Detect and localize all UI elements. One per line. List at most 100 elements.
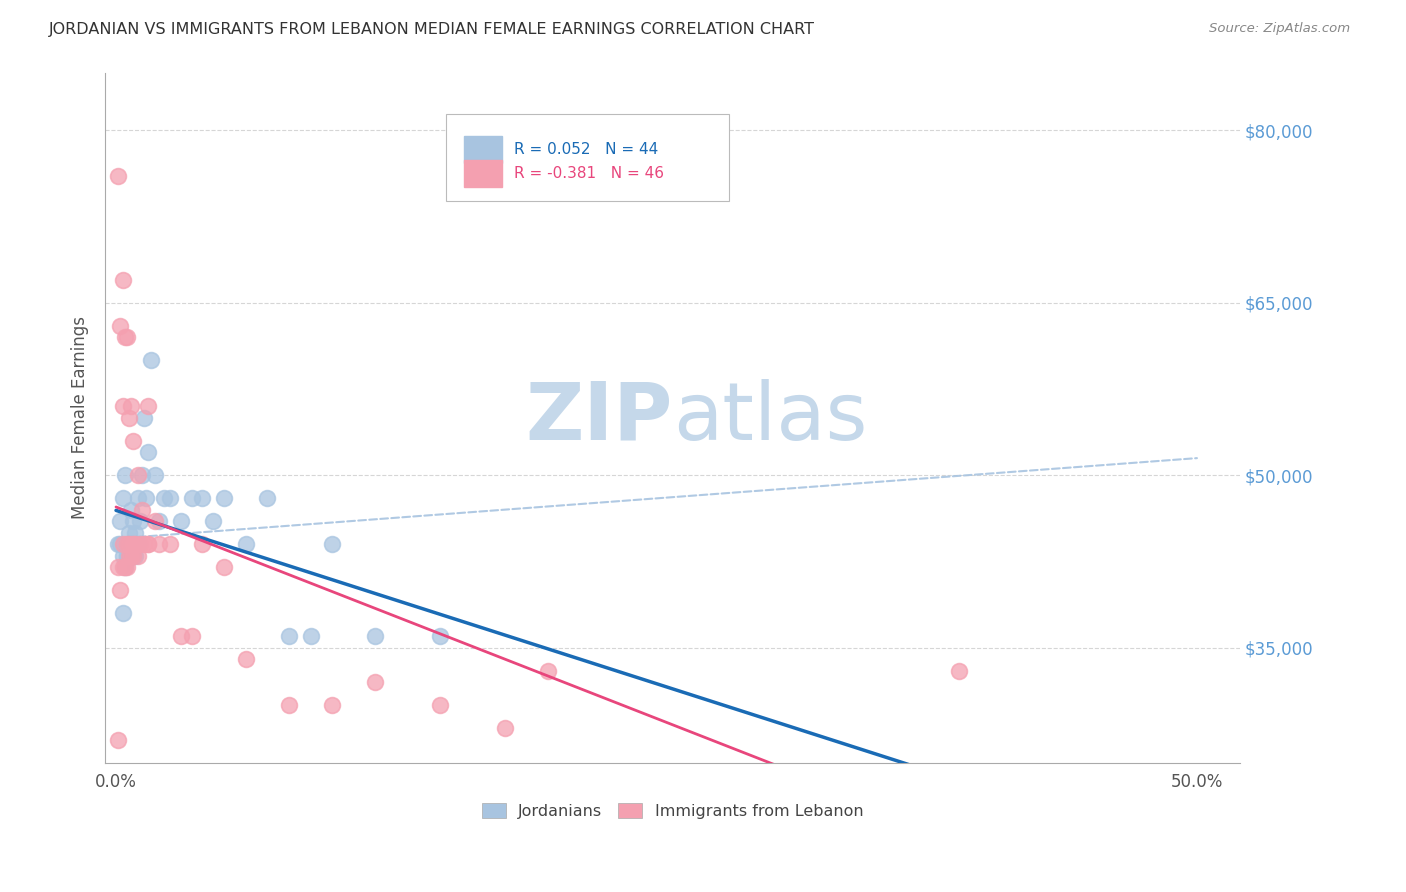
Point — [115, 537, 138, 551]
Point — [118, 549, 141, 563]
Point — [134, 410, 156, 425]
Point — [114, 468, 136, 483]
Point — [115, 560, 138, 574]
Point — [122, 549, 145, 563]
Point — [114, 560, 136, 574]
Point — [122, 514, 145, 528]
Point — [537, 664, 560, 678]
Point — [120, 537, 142, 551]
FancyBboxPatch shape — [446, 114, 730, 201]
Point — [120, 549, 142, 563]
Legend: Jordanians, Immigrants from Lebanon: Jordanians, Immigrants from Lebanon — [477, 798, 869, 824]
Point — [278, 629, 301, 643]
Point — [115, 549, 138, 563]
Point — [127, 549, 149, 563]
Text: atlas: atlas — [672, 379, 868, 457]
Point — [111, 537, 134, 551]
Point — [494, 721, 516, 735]
Point — [212, 560, 235, 574]
Point — [131, 503, 153, 517]
Point — [127, 491, 149, 506]
Point — [118, 525, 141, 540]
Point — [159, 491, 181, 506]
Point — [120, 537, 142, 551]
Point — [110, 537, 132, 551]
Text: Source: ZipAtlas.com: Source: ZipAtlas.com — [1209, 22, 1350, 36]
Point — [235, 537, 257, 551]
Point — [429, 698, 451, 713]
Point — [212, 491, 235, 506]
Point — [429, 629, 451, 643]
Point — [122, 537, 145, 551]
Point — [180, 629, 202, 643]
Point — [118, 410, 141, 425]
Point — [111, 549, 134, 563]
Point — [110, 318, 132, 333]
Point — [278, 698, 301, 713]
Point — [170, 629, 193, 643]
Point — [191, 491, 214, 506]
Point — [235, 652, 257, 666]
Point — [122, 434, 145, 448]
Point — [143, 468, 166, 483]
Text: R = -0.381   N = 46: R = -0.381 N = 46 — [513, 166, 664, 181]
Point — [111, 400, 134, 414]
Point — [118, 537, 141, 551]
Point — [107, 169, 129, 184]
Point — [111, 560, 134, 574]
Point — [159, 537, 181, 551]
Point — [364, 629, 387, 643]
Point — [114, 330, 136, 344]
Point — [364, 675, 387, 690]
Point — [120, 503, 142, 517]
Point — [191, 537, 214, 551]
Point — [124, 549, 146, 563]
Point — [107, 560, 129, 574]
Point — [180, 491, 202, 506]
Point — [127, 537, 149, 551]
Point — [143, 514, 166, 528]
Point — [118, 549, 141, 563]
Point — [114, 560, 136, 574]
FancyBboxPatch shape — [464, 136, 502, 163]
Point — [138, 537, 160, 551]
Text: ZIP: ZIP — [526, 379, 672, 457]
FancyBboxPatch shape — [464, 160, 502, 187]
Point — [111, 491, 134, 506]
Point — [134, 537, 156, 551]
Point — [127, 468, 149, 483]
Point — [110, 514, 132, 528]
Point — [152, 491, 174, 506]
Point — [111, 607, 134, 621]
Point — [115, 330, 138, 344]
Text: JORDANIAN VS IMMIGRANTS FROM LEBANON MEDIAN FEMALE EARNINGS CORRELATION CHART: JORDANIAN VS IMMIGRANTS FROM LEBANON MED… — [49, 22, 815, 37]
Point — [138, 445, 160, 459]
Point — [120, 400, 142, 414]
Point — [115, 549, 138, 563]
Point — [138, 400, 160, 414]
Point — [138, 537, 160, 551]
Point — [321, 698, 343, 713]
Point — [122, 549, 145, 563]
Point — [321, 537, 343, 551]
Point — [170, 514, 193, 528]
Point — [135, 491, 157, 506]
Point — [299, 629, 322, 643]
Point — [111, 273, 134, 287]
Point — [148, 514, 170, 528]
Point — [107, 537, 129, 551]
Point — [148, 537, 170, 551]
Point — [124, 525, 146, 540]
Text: R = 0.052   N = 44: R = 0.052 N = 44 — [513, 142, 658, 157]
Y-axis label: Median Female Earnings: Median Female Earnings — [72, 317, 89, 519]
Point — [124, 537, 146, 551]
Point — [110, 583, 132, 598]
Point — [115, 537, 138, 551]
Point — [256, 491, 278, 506]
Point — [202, 514, 225, 528]
Point — [128, 514, 150, 528]
Point — [107, 732, 129, 747]
Point — [128, 537, 150, 551]
Point — [139, 353, 162, 368]
Point — [131, 468, 153, 483]
